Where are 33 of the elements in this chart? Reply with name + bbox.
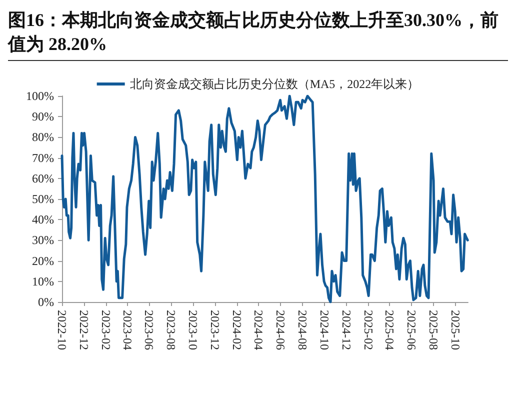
x-tick-label: 2024-06 [274, 310, 288, 350]
y-tick-label: 90% [32, 110, 54, 124]
y-tick-label: 100% [26, 89, 54, 103]
x-tick-label: 2022-12 [76, 310, 91, 350]
x-tick-label: 2024-02 [230, 310, 244, 350]
x-tick-label: 2025-06 [404, 310, 419, 350]
x-tick-label: 2024-10 [317, 310, 332, 350]
y-tick-label: 40% [32, 212, 54, 227]
y-tick-label: 80% [32, 130, 54, 144]
x-tick-label: 2025-08 [426, 310, 441, 350]
x-tick-label: 2025-04 [382, 310, 397, 350]
x-tick-label: 2023-10 [186, 310, 200, 350]
y-tick-label: 70% [32, 150, 54, 165]
x-tick-label: 2022-10 [55, 310, 69, 350]
y-tick-label: 60% [32, 171, 54, 186]
x-tick-label: 2024-08 [296, 310, 310, 350]
x-tick-label: 2023-12 [208, 310, 222, 350]
x-tick-label: 2025-02 [362, 310, 376, 350]
x-tick-label: 2023-06 [142, 310, 156, 350]
y-tick-label: 30% [32, 233, 54, 248]
x-tick-label: 2024-04 [252, 310, 266, 350]
line-series [60, 94, 469, 304]
y-tick-label: 20% [32, 254, 54, 268]
x-tick-label: 2023-08 [164, 310, 178, 350]
x-tick-label: 2023-02 [99, 310, 114, 350]
y-tick-label: 0% [38, 295, 54, 309]
x-tick-label: 2023-04 [120, 310, 134, 350]
x-tick-label: 2025-10 [448, 310, 462, 350]
x-tick-label: 2024-12 [339, 310, 354, 350]
y-tick-label: 10% [32, 274, 54, 288]
legend-label: 北向资金成交额占比历史分位数（MA5，2022年以来） [130, 77, 420, 91]
chart-title: 图16：本期北向资金成交额占比历史分位数上升至30.30%，前值为 28.20% [8, 8, 508, 61]
y-tick-label: 50% [32, 192, 54, 206]
